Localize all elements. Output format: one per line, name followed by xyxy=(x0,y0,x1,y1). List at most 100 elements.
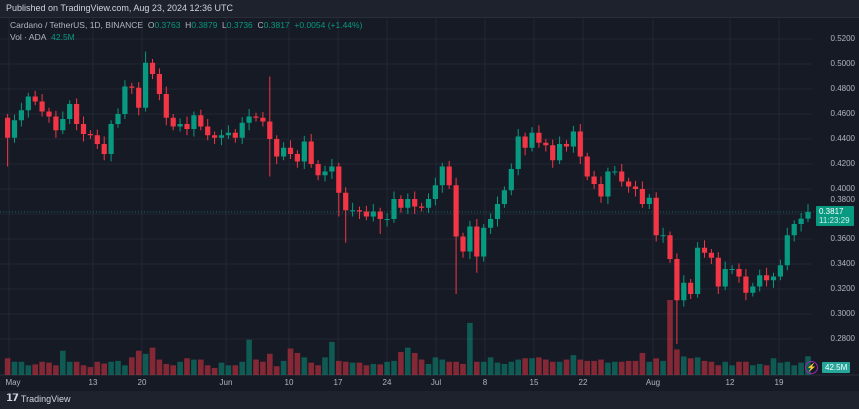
open-value: 0.3763 xyxy=(154,20,181,30)
volume-bar xyxy=(211,367,218,375)
symbol-title[interactable]: Cardano / TetherUS, 1D, BINANCE xyxy=(10,20,144,30)
candle-body xyxy=(322,171,328,176)
volume-bar xyxy=(363,365,370,375)
volume-bar xyxy=(80,365,87,375)
volume-bar xyxy=(342,361,349,375)
candle-body xyxy=(467,226,473,252)
volume-bar xyxy=(736,361,742,375)
volume-bar xyxy=(625,360,632,375)
candle-body xyxy=(577,131,583,157)
volume-bar xyxy=(149,347,156,375)
open-label: O xyxy=(147,20,155,30)
volume-bar xyxy=(570,355,577,375)
volume-bar xyxy=(198,359,204,375)
volume-bar xyxy=(618,361,625,375)
candle-body xyxy=(667,235,673,259)
candle-body xyxy=(212,135,218,138)
volume-bar xyxy=(536,357,542,375)
candle-body xyxy=(419,206,425,208)
date-tick-label: 20 xyxy=(137,378,147,387)
volume-bar xyxy=(743,361,749,375)
volume-bar xyxy=(756,363,763,375)
close-value: 0.3817 xyxy=(263,20,290,30)
candle-body xyxy=(253,116,259,118)
volume-bar xyxy=(446,361,452,375)
candle-body xyxy=(619,171,625,182)
candle-body xyxy=(143,62,149,108)
candle-body xyxy=(94,135,100,144)
volume-bar xyxy=(142,353,149,375)
volume-bar xyxy=(701,360,708,375)
candle-body xyxy=(191,115,197,129)
candle-body xyxy=(122,86,128,114)
bar-countdown: 11:23:29 xyxy=(819,216,850,225)
price-tick-label: 0.5000 xyxy=(830,59,855,68)
volume-bar xyxy=(480,361,487,375)
price-tick-label: 0.3400 xyxy=(830,259,855,268)
volume-bar xyxy=(4,358,11,375)
volume-bar xyxy=(135,350,142,375)
candle-body xyxy=(453,185,459,237)
volume-bar xyxy=(204,365,211,375)
volume-bar xyxy=(32,364,38,375)
candle-body xyxy=(764,275,770,281)
candle-body xyxy=(60,119,66,131)
volume-bar xyxy=(632,360,639,375)
candle-body xyxy=(336,166,342,193)
date-tick-label: Aug xyxy=(645,378,661,387)
candle-body xyxy=(550,145,556,161)
volume-bar xyxy=(287,348,294,375)
volume-label[interactable]: Vol · ADA xyxy=(10,32,47,42)
volume-bar xyxy=(87,367,94,375)
volume-bar xyxy=(225,365,232,375)
volume-bar xyxy=(667,300,673,375)
candle-body xyxy=(370,211,376,217)
candle-body xyxy=(777,265,783,277)
candle-body xyxy=(563,144,570,147)
volume-bar xyxy=(308,362,314,375)
volume-bar xyxy=(522,358,528,375)
price-tick-label: 0.5200 xyxy=(830,34,855,43)
candle-body xyxy=(377,211,383,219)
candle-body xyxy=(239,122,245,138)
volume-bar xyxy=(529,358,535,375)
volume-bar xyxy=(605,362,611,375)
volume-bar xyxy=(18,361,25,375)
price-tick-label: 0.4200 xyxy=(830,159,855,168)
last-price-value: 0.3817 xyxy=(819,207,844,216)
volume-bar xyxy=(122,365,128,375)
volume-bar xyxy=(425,363,432,375)
change-value: +0.0054 (+1.44%) xyxy=(294,20,363,30)
volume-bar xyxy=(170,365,176,375)
candle-body xyxy=(260,117,266,122)
candle-body xyxy=(225,132,231,136)
candle-body xyxy=(39,101,45,112)
candle-body xyxy=(136,87,142,108)
date-tick-label: 8 xyxy=(482,378,488,387)
volume-bar xyxy=(66,361,73,375)
candle-body xyxy=(170,117,176,127)
lightning-icon[interactable]: ⚡ xyxy=(805,361,818,374)
volume-bar xyxy=(94,361,101,375)
volume-bar xyxy=(301,357,308,375)
price-tick-label: 0.3200 xyxy=(830,284,855,293)
footer-brand[interactable]: 𝟭𝟳 TradingView xyxy=(6,393,70,404)
candle-body xyxy=(522,136,528,148)
candle-body xyxy=(177,124,183,127)
volume-bar xyxy=(411,352,418,375)
candle-body xyxy=(529,132,535,148)
candle-body xyxy=(460,236,466,252)
volume-bar xyxy=(108,361,114,375)
volume-bar xyxy=(722,361,728,375)
candle-body xyxy=(74,104,80,124)
volume-bar xyxy=(73,361,80,375)
volume-bar xyxy=(687,358,694,375)
volume-bar xyxy=(729,365,735,375)
volume-bar xyxy=(453,361,459,375)
volume-bar xyxy=(556,361,563,375)
volume-bar xyxy=(253,359,259,375)
volume-bar xyxy=(218,362,225,375)
price-tick-label: 0.4800 xyxy=(830,84,855,93)
candle-body xyxy=(612,171,618,173)
